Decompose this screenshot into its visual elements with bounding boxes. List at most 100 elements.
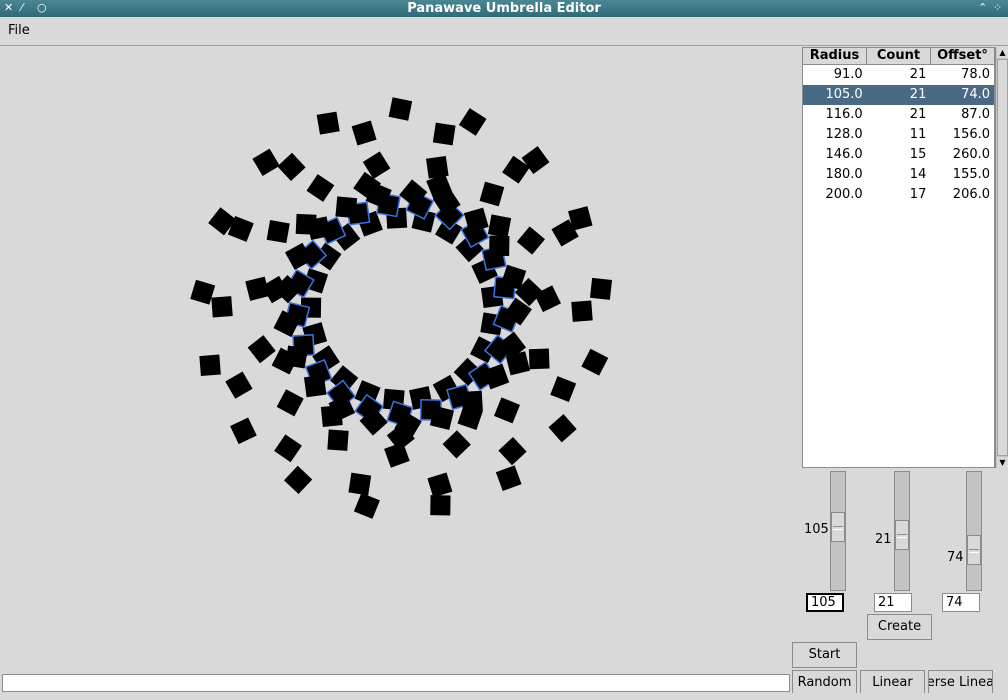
radius-field[interactable]: 105 (806, 593, 844, 612)
shade-icon[interactable]: ⌃ (978, 1, 988, 14)
table-row[interactable]: 91.0 21 78.0 (803, 65, 994, 85)
cell-count: 15 (909, 147, 927, 162)
inverse-linear-button[interactable]: Inverse Linear (928, 670, 993, 696)
ring-square (495, 465, 522, 492)
ring-square (316, 111, 340, 135)
rings-table[interactable]: Radius Count Offset° 91.0 21 78.0 105.0 … (802, 47, 995, 468)
cell-radius: 91.0 (833, 67, 863, 82)
ring-square (362, 151, 391, 179)
ring-square (266, 220, 290, 244)
table-row[interactable]: 128.0 11 156.0 (803, 125, 994, 145)
umbrella-canvas[interactable] (0, 47, 790, 673)
table-row-selected[interactable]: 105.0 21 74.0 (803, 85, 994, 105)
ring-square (335, 196, 358, 219)
count-field[interactable]: 21 (874, 593, 912, 612)
table-body: 91.0 21 78.0 105.0 21 74.0 116.0 21 87.0… (803, 65, 994, 205)
ring-square (514, 277, 544, 307)
ring-square (521, 146, 550, 175)
random-button[interactable]: Random (792, 670, 857, 696)
table-row[interactable]: 180.0 14 155.0 (803, 165, 994, 185)
ring-square (504, 297, 532, 326)
radius-slider-handle[interactable] (831, 512, 845, 542)
cell-offset: 78.0 (961, 67, 991, 82)
ring-square (571, 300, 593, 322)
window-bottom (0, 693, 1008, 700)
ring-square (463, 207, 489, 233)
cell-offset: 206.0 (952, 187, 991, 202)
ring-square (274, 434, 302, 463)
ring-square (548, 414, 577, 443)
ring-square (277, 152, 306, 182)
ring-square (211, 296, 233, 318)
menu-grip-icon[interactable]: ⁘ (993, 1, 1003, 14)
ring-square (427, 472, 453, 498)
scroll-down-icon[interactable]: ▼ (997, 457, 1008, 468)
cell-count: 21 (909, 107, 927, 122)
ring-square (225, 371, 253, 399)
ring-square (190, 279, 216, 305)
cell-count: 17 (909, 187, 927, 202)
count-slider[interactable] (894, 471, 910, 591)
ring-square (426, 156, 449, 179)
ring-square (487, 214, 512, 238)
cell-count: 11 (909, 127, 927, 142)
ring-square (261, 275, 290, 304)
close-icon[interactable]: ✕ (4, 1, 14, 14)
table-scrollbar[interactable]: ▲ ▼ (995, 47, 1008, 468)
create-button[interactable]: Create (867, 614, 932, 640)
header-count[interactable]: Count (867, 48, 931, 64)
cell-radius: 116.0 (825, 107, 863, 122)
ring-square (295, 213, 317, 235)
ring-square (327, 429, 349, 451)
ring-square (528, 348, 550, 370)
ring-square (589, 277, 613, 300)
cell-count: 21 (909, 87, 927, 102)
ring-square (252, 148, 280, 177)
ring-square (442, 430, 471, 459)
ring-square (271, 347, 299, 375)
ring-square (285, 242, 313, 270)
ring-square (353, 171, 382, 200)
ring-square (458, 108, 487, 136)
table-row[interactable]: 116.0 21 87.0 (803, 105, 994, 125)
ring-square (534, 285, 561, 313)
ring-square (516, 226, 545, 255)
ring-square (505, 351, 531, 376)
ring-square (247, 335, 276, 364)
ring-square (551, 219, 579, 247)
ring-square (568, 206, 593, 231)
offset-field[interactable]: 74 (942, 593, 980, 612)
ring-square (384, 442, 410, 468)
ring-square (493, 397, 521, 424)
window-title: Panawave Umbrella Editor (407, 1, 601, 16)
header-radius[interactable]: Radius (803, 48, 867, 64)
ring-square (230, 417, 257, 445)
ring-square (348, 472, 372, 496)
title-bar: ✕ ⁄ ○ Panawave Umbrella Editor ⌃ ⁘ (0, 0, 1008, 17)
start-button[interactable]: Start (792, 642, 857, 668)
scroll-thumb[interactable] (997, 59, 1008, 456)
cell-offset: 74.0 (961, 87, 991, 102)
cell-radius: 146.0 (825, 147, 863, 162)
ring-square (498, 436, 527, 466)
ring-square (432, 122, 456, 146)
cell-count: 14 (909, 167, 927, 182)
table-row[interactable]: 200.0 17 206.0 (803, 185, 994, 205)
offset-slider[interactable] (966, 471, 982, 591)
offset-slider-handle[interactable] (967, 535, 981, 565)
cell-radius: 128.0 (825, 127, 863, 142)
minimize-icon[interactable]: ○ (37, 1, 47, 14)
ring-square (426, 173, 453, 200)
count-slider-value: 21 (875, 532, 892, 547)
ring-square (388, 97, 413, 121)
radius-slider[interactable] (830, 471, 846, 591)
table-header: Radius Count Offset° (803, 48, 994, 65)
cell-offset: 87.0 (961, 107, 991, 122)
ring-square (430, 495, 451, 516)
maximize-icon[interactable]: ⁄ (21, 1, 23, 14)
table-row[interactable]: 146.0 15 260.0 (803, 145, 994, 165)
count-slider-handle[interactable] (895, 520, 909, 550)
scroll-up-icon[interactable]: ▲ (997, 47, 1008, 58)
header-offset[interactable]: Offset° (937, 48, 988, 63)
menu-file[interactable]: File (8, 23, 30, 38)
